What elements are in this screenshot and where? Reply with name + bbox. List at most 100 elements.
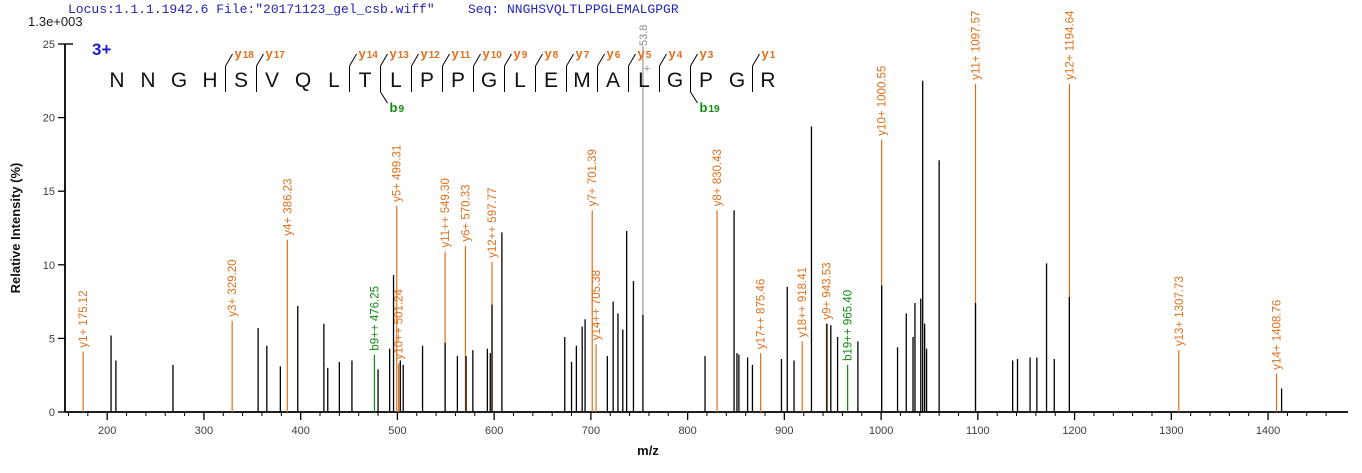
y-tick-label: 5 bbox=[49, 333, 55, 345]
precursor-plus: + bbox=[644, 63, 650, 75]
fragment-ion-label: y13 bbox=[390, 46, 410, 61]
x-tick-label: 500 bbox=[388, 425, 406, 437]
x-tick-label: 1400 bbox=[1256, 425, 1280, 437]
peaks-layer bbox=[110, 80, 1283, 412]
y-cleavage-slash bbox=[659, 53, 667, 67]
x-tick-label: 1300 bbox=[1159, 425, 1183, 437]
ion-annotation-label: y10++ 501.24 bbox=[394, 288, 406, 359]
x-tick-label: 1000 bbox=[869, 425, 893, 437]
sequence-residue: N bbox=[140, 69, 155, 92]
ion-annotation-label: y11++ 549.30 bbox=[440, 178, 452, 247]
y-cleavage-slash bbox=[597, 53, 605, 67]
ion-annotation-label: y6+ 570.33 bbox=[460, 184, 472, 241]
ion-annotation-label: b9++ 476.25 bbox=[369, 286, 381, 351]
fragment-ion-label: y17 bbox=[266, 46, 286, 61]
ion-annotation-label: y7+ 701.39 bbox=[587, 149, 599, 206]
x-axis-title: m/z bbox=[637, 443, 659, 458]
ion-annotation-label: y12+ 1194.64 bbox=[1064, 10, 1076, 80]
sequence-residue: T bbox=[359, 69, 372, 92]
sequence-residue: P bbox=[699, 69, 713, 92]
sequence-residue: H bbox=[202, 69, 217, 92]
y-cleavage-slash bbox=[504, 53, 512, 67]
fragment-ion-label: y6 bbox=[607, 46, 621, 61]
ion-annotation-lines bbox=[82, 83, 1278, 412]
sequence-residue: A bbox=[606, 69, 620, 92]
b-cleavage-slash bbox=[690, 91, 698, 104]
fragment-ion-label: y5 bbox=[638, 46, 652, 61]
ion-annotation-label: y14+ 1408.76 bbox=[1272, 300, 1284, 370]
y-cleavage-slash bbox=[225, 53, 233, 67]
ion-annotation-label: b19++ 965.40 bbox=[843, 290, 855, 361]
x-tick-label: 400 bbox=[291, 425, 309, 437]
sequence-residue: G bbox=[171, 69, 187, 92]
y-tick-label: 10 bbox=[43, 260, 55, 272]
y-axis-title: Relative Intensity (%) bbox=[8, 163, 23, 294]
precursor-charge-label: 3+ bbox=[92, 40, 112, 59]
ion-annotation-label: y8+ 830.43 bbox=[712, 149, 724, 206]
sequence-residue: G bbox=[481, 69, 497, 92]
y-cleavage-slash bbox=[411, 53, 419, 67]
ion-annotation-label: y13+ 1307.73 bbox=[1174, 276, 1186, 346]
x-tick-label: 300 bbox=[195, 425, 213, 437]
y-cleavage-slash bbox=[380, 53, 388, 67]
sequence-residue: L bbox=[328, 69, 340, 92]
locus-file-header: Locus:1.1.1.1942.6 File:"20171123_gel_cs… bbox=[68, 2, 435, 17]
x-tick-label: 600 bbox=[485, 425, 503, 437]
ion-annotation-label: y17++ 875.46 bbox=[756, 279, 768, 349]
ion-annotation-label: y9+ 943.53 bbox=[821, 262, 833, 319]
sequence-residue: P bbox=[420, 69, 434, 92]
y-cleavage-slash bbox=[473, 53, 481, 67]
y-cleavage-slash bbox=[442, 53, 450, 67]
fragment-ion-label: y8 bbox=[545, 46, 559, 61]
sequence-residue: P bbox=[451, 69, 465, 92]
fragment-ion-label: y4 bbox=[669, 46, 683, 61]
x-tick-label: 800 bbox=[678, 425, 696, 437]
fragment-ion-label: y3 bbox=[700, 46, 714, 61]
x-tick-label: 200 bbox=[98, 425, 116, 437]
sequence-residue: V bbox=[265, 69, 279, 92]
fragment-ion-label: y14 bbox=[359, 46, 379, 61]
ion-annotation-label: y4+ 386.23 bbox=[282, 179, 294, 236]
ion-annotation-labels: y1+ 175.12 y3+ 329.20 y4+ 386.23 b9++ 476.2… bbox=[78, 10, 1283, 370]
b-cleavage-slash bbox=[380, 91, 388, 104]
fragment-ion-label: y10 bbox=[483, 46, 503, 61]
sequence-header: Seq: NNGHSVQLTLPPGLEMALGPGR bbox=[468, 2, 679, 17]
x-tick-label: 700 bbox=[582, 425, 600, 437]
y-tick-label: 20 bbox=[43, 113, 55, 125]
fragment-ion-label: y1 bbox=[762, 46, 776, 61]
x-tick-label: 1100 bbox=[966, 425, 990, 437]
axes: 0 5 10 15 20 25 200 300 400 500 600 700 800 900 1000 11… bbox=[8, 39, 1348, 458]
ion-annotation-label: y1+ 175.12 bbox=[78, 290, 90, 347]
base-peak-intensity-label: 1.3e+003 bbox=[28, 14, 83, 29]
sequence-residue: S bbox=[234, 69, 248, 92]
sequence-residue: G bbox=[729, 69, 745, 92]
sequence-residue: R bbox=[760, 69, 775, 92]
y-cleavage-slash bbox=[628, 53, 636, 67]
sequence-residue: G bbox=[667, 69, 683, 92]
y-cleavage-slash bbox=[566, 53, 574, 67]
fragment-ion-label: y18 bbox=[235, 46, 255, 61]
sequence-residue: L bbox=[390, 69, 402, 92]
x-tick-label: 1200 bbox=[1062, 425, 1086, 437]
y-tick-label: 0 bbox=[49, 407, 55, 419]
y-cleavage-slash bbox=[256, 53, 264, 67]
ion-annotation-label: y5+ 499.31 bbox=[392, 145, 404, 202]
ion-annotation-label: y14++ 705.38 bbox=[591, 270, 603, 340]
ion-annotation-label: y18++ 918.41 bbox=[797, 267, 809, 337]
sequence-residue: L bbox=[514, 69, 526, 92]
x-tick-label: 900 bbox=[775, 425, 793, 437]
sequence-residue: M bbox=[573, 69, 591, 92]
fragment-ion-label: y7 bbox=[576, 46, 590, 61]
fragment-ion-label: y12 bbox=[421, 46, 441, 61]
fragment-ion-label: b19 bbox=[700, 100, 721, 115]
y-cleavage-slash bbox=[690, 53, 698, 67]
y-tick-label: 25 bbox=[43, 39, 55, 51]
fragment-ion-label: y9 bbox=[514, 46, 528, 61]
ion-annotation-label: y12++ 597.77 bbox=[487, 188, 499, 258]
sequence-residue: Q bbox=[295, 69, 311, 92]
fragment-ion-label: y11 bbox=[452, 46, 471, 61]
sequence-residue: N bbox=[109, 69, 124, 92]
fragment-ion-label: b9 bbox=[390, 100, 405, 115]
